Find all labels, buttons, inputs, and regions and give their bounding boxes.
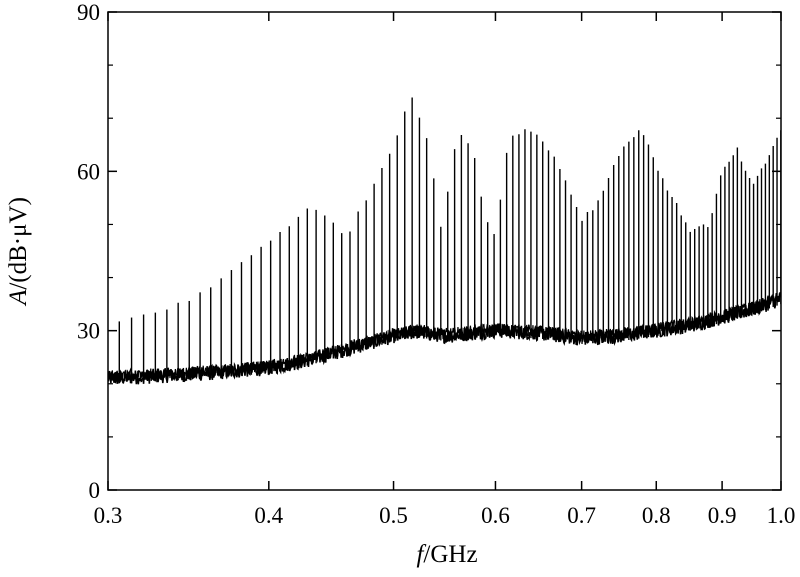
x-tick-label: 0.8 — [642, 503, 671, 528]
y-tick-label: 90 — [77, 0, 100, 25]
y-tick-label: 30 — [77, 319, 100, 344]
plot-frame — [107, 11, 782, 491]
x-axis-title: f/GHz — [416, 541, 477, 568]
y-tick-label: 60 — [77, 159, 100, 184]
x-tick-label: 0.5 — [379, 503, 408, 528]
noise-floor-line-2 — [108, 291, 781, 383]
y-axis-title: A/(dB·μV) — [5, 197, 32, 307]
series-group — [108, 97, 781, 385]
x-tick-label: 1.0 — [767, 503, 796, 528]
x-tick-label: 0.3 — [94, 503, 123, 528]
x-tick-label: 0.7 — [567, 503, 596, 528]
x-tick-label: 0.4 — [254, 503, 283, 528]
x-tick-label: 0.9 — [708, 503, 737, 528]
y-axis: 0 30 60 90 — [77, 0, 781, 503]
x-axis: 0.3 0.4 0.5 0.6 0.7 0.8 0.9 1.0 — [94, 12, 796, 528]
y-tick-label: 0 — [89, 478, 101, 503]
x-tick-label: 0.6 — [481, 503, 510, 528]
